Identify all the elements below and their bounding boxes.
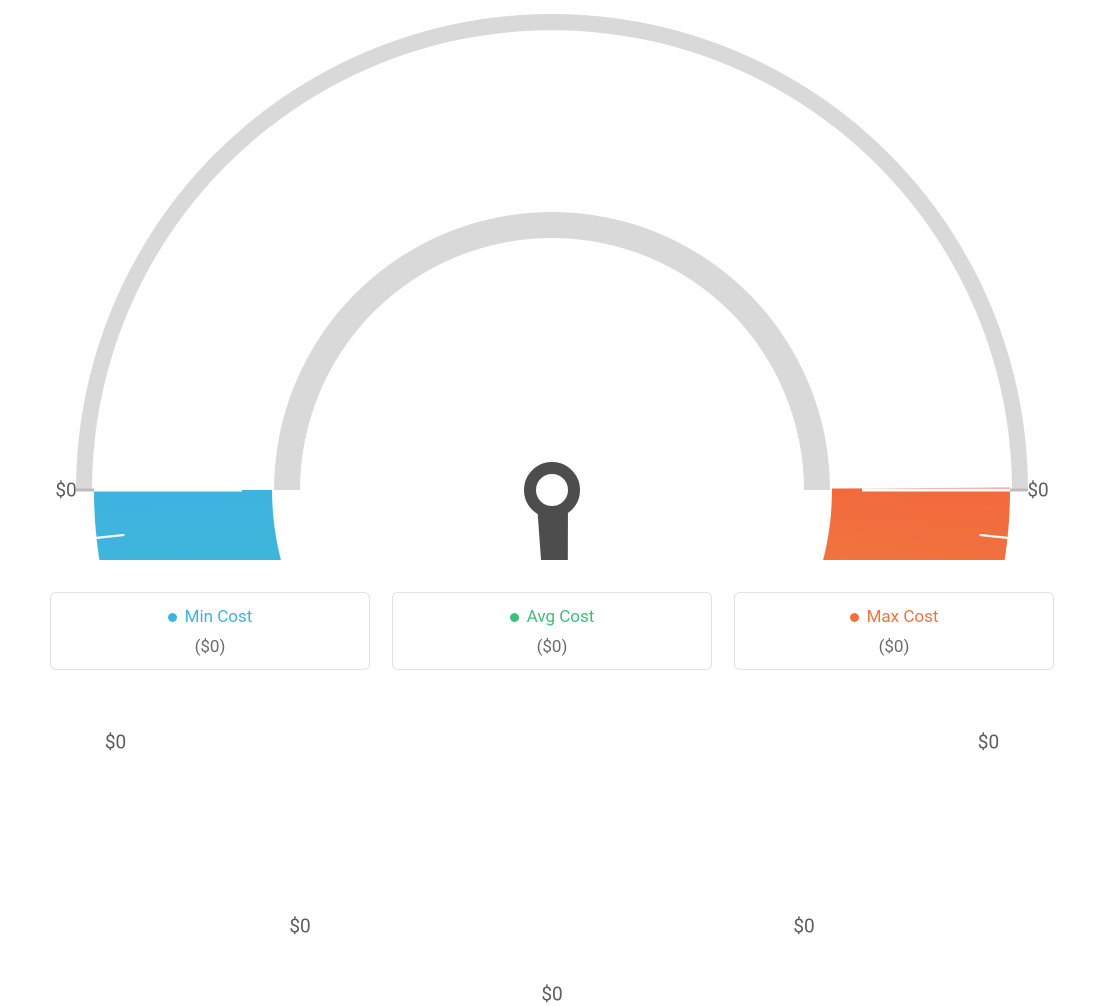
gauge-scale-label: $0 <box>541 983 562 1006</box>
legend-value: ($0) <box>61 637 359 657</box>
legend-label: Max Cost <box>867 607 939 627</box>
legend-card-min: Min Cost ($0) <box>50 592 370 670</box>
gauge-svg <box>0 0 1104 560</box>
legend-value: ($0) <box>745 637 1043 657</box>
gauge-scale-label: $0 <box>1027 479 1048 502</box>
gauge-scale-label: $0 <box>978 731 999 754</box>
legend-card-max: Max Cost ($0) <box>734 592 1054 670</box>
legend-header: Avg Cost <box>403 607 701 627</box>
legend-header: Max Cost <box>745 607 1043 627</box>
legend-value: ($0) <box>403 637 701 657</box>
legend-dot-max <box>850 613 859 622</box>
gauge-scale-label: $0 <box>289 915 310 938</box>
gauge-chart: $0$0$0$0$0$0$0 <box>0 0 1104 560</box>
legend-row: Min Cost ($0) Avg Cost ($0) Max Cost ($0… <box>0 592 1104 670</box>
legend-header: Min Cost <box>61 607 359 627</box>
gauge-scale-label: $0 <box>105 731 126 754</box>
legend-dot-min <box>168 613 177 622</box>
legend-card-avg: Avg Cost ($0) <box>392 592 712 670</box>
legend-dot-avg <box>510 613 519 622</box>
gauge-scale-label: $0 <box>793 915 814 938</box>
gauge-scale-label: $0 <box>55 479 76 502</box>
legend-label: Min Cost <box>185 607 253 627</box>
legend-label: Avg Cost <box>527 607 595 627</box>
